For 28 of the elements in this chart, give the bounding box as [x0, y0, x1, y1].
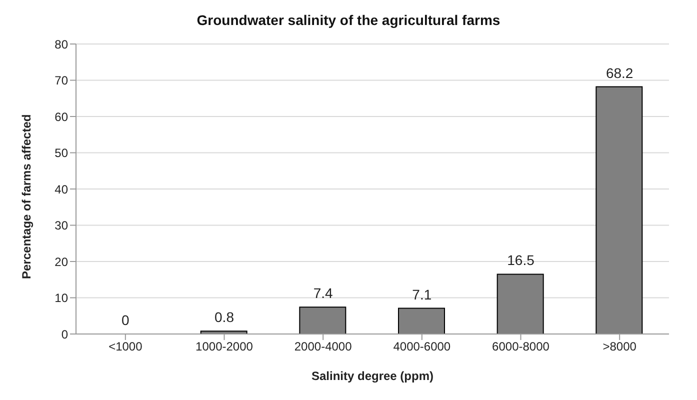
x-tick-label: 4000-6000	[393, 340, 451, 354]
bar	[398, 308, 445, 334]
y-tick-label: 50	[54, 146, 68, 160]
x-tick-label: >8000	[602, 340, 637, 354]
y-tick-label: 10	[54, 291, 68, 306]
y-tick-label: 70	[54, 74, 68, 88]
x-axis-title: Salinity degree (ppm)	[311, 369, 434, 383]
data-label: 7.1	[412, 286, 432, 302]
x-tick-label: 6000-8000	[492, 340, 550, 354]
bar	[596, 86, 643, 334]
x-tick-label: 1000-2000	[196, 340, 254, 354]
x-tick-label: <1000	[108, 340, 143, 354]
data-label: 16.5	[507, 252, 535, 268]
x-tick-label: 2000-4000	[294, 340, 352, 354]
y-tick-label: 40	[54, 182, 68, 196]
data-label: 0.8	[214, 309, 234, 326]
y-axis-title: Percentage of farms affected	[19, 114, 34, 279]
y-tick-label: 60	[54, 110, 68, 124]
bar	[496, 274, 544, 334]
y-tick-label: 80	[54, 37, 68, 52]
y-tick-label: 0	[61, 327, 68, 342]
data-label: 0	[122, 312, 130, 328]
y-tick-label: 20	[54, 254, 68, 269]
chart-title: Groundwater salinity of the agricultural farms	[196, 11, 502, 30]
y-tick-label: 30	[54, 218, 68, 233]
data-label: 7.4	[313, 285, 334, 302]
bar	[299, 306, 346, 334]
data-label: 68.2	[606, 64, 634, 81]
